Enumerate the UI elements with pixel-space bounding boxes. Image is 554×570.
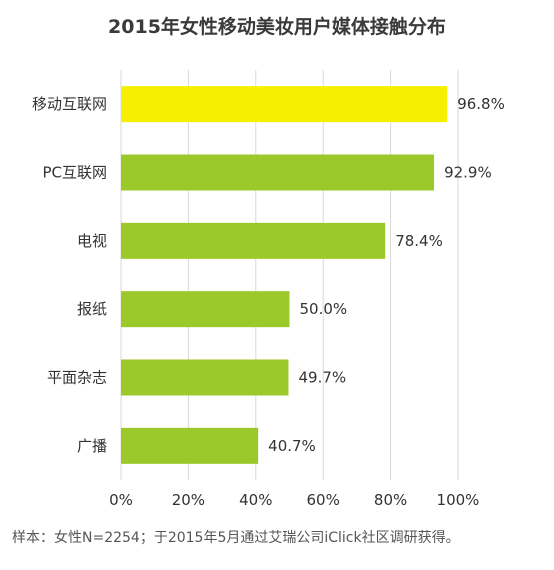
value-label-5: 40.7% — [268, 437, 316, 455]
category-label-3: 报纸 — [77, 300, 107, 318]
bar-0 — [121, 86, 448, 123]
bar-5 — [121, 427, 259, 464]
bar-3 — [121, 291, 290, 328]
value-label-4: 49.7% — [298, 369, 346, 387]
category-label-5: 广播 — [77, 437, 107, 455]
x-tick-label-3: 60% — [307, 491, 340, 509]
bar-4 — [121, 359, 289, 396]
bar-2 — [121, 222, 386, 259]
category-label-0: 移动互联网 — [32, 95, 107, 113]
value-label-2: 78.4% — [395, 232, 443, 250]
value-label-3: 50.0% — [300, 300, 348, 318]
bar-1 — [121, 154, 435, 191]
chart-title: 2015年女性移动美妆用户媒体接触分布 — [108, 16, 446, 38]
footnote: 样本：女性N=2254；于2015年5月通过艾瑞公司iClick社区调研获得。 — [12, 530, 460, 546]
value-label-1: 92.9% — [444, 164, 492, 182]
category-label-2: 电视 — [77, 232, 107, 250]
category-label-4: 平面杂志 — [47, 369, 107, 387]
category-label-1: PC互联网 — [42, 164, 107, 182]
value-label-0: 96.8% — [457, 95, 505, 113]
x-tick-label-5: 100% — [437, 491, 480, 509]
x-tick-label-1: 20% — [172, 491, 205, 509]
x-tick-label-4: 80% — [374, 491, 407, 509]
x-tick-label-0: 0% — [109, 491, 133, 509]
x-tick-label-2: 40% — [239, 491, 272, 509]
